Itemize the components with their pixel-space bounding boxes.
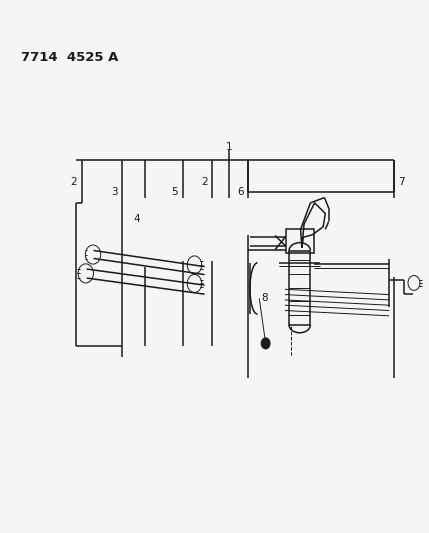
Text: 2: 2	[201, 176, 208, 187]
Bar	[289, 251, 311, 325]
Text: 7: 7	[398, 176, 405, 187]
Circle shape	[261, 338, 270, 349]
Text: 2: 2	[70, 176, 77, 187]
Text: 1: 1	[226, 142, 233, 152]
Text: 6: 6	[237, 187, 243, 197]
Bar	[286, 229, 314, 253]
Text: 7714  4525 A: 7714 4525 A	[21, 51, 118, 63]
Text: 5: 5	[172, 187, 178, 197]
Text: 8: 8	[262, 293, 268, 303]
Text: 3: 3	[111, 187, 118, 197]
Text: 4: 4	[133, 214, 140, 224]
